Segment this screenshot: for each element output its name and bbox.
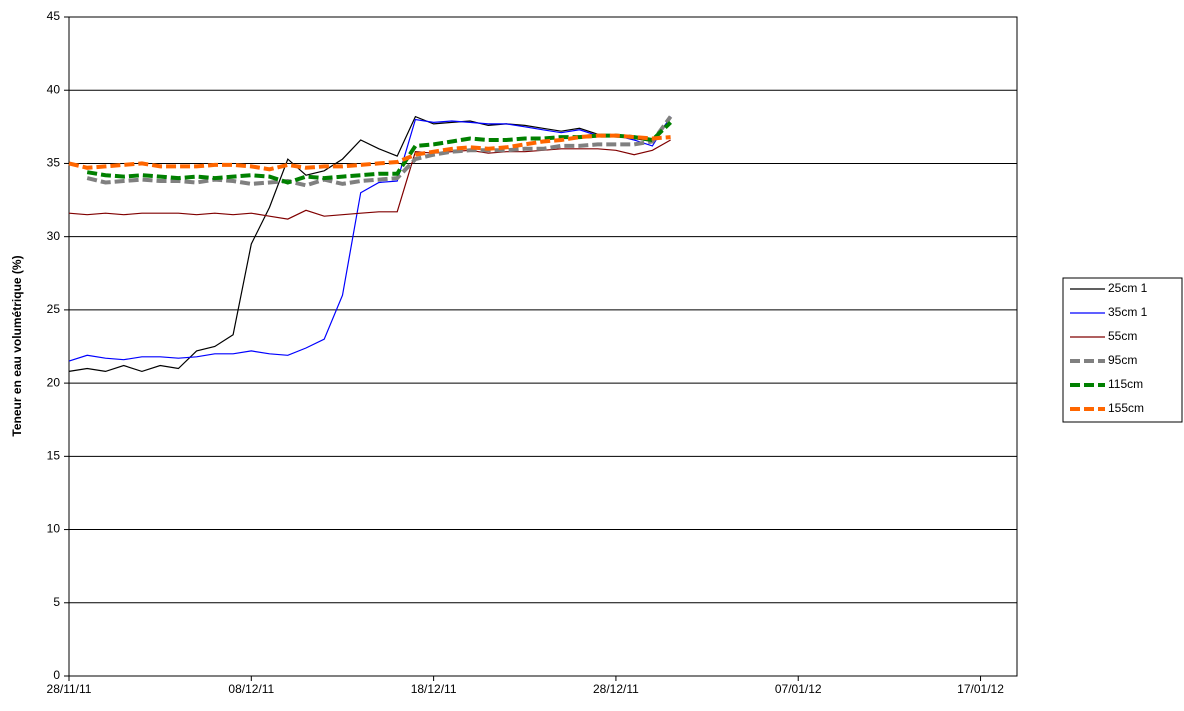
y-tick-label: 45 [47, 9, 61, 23]
series-line [68, 116, 672, 362]
y-tick-label: 30 [47, 229, 61, 243]
y-axis-label: Teneur en eau volumétrique (%) [10, 255, 24, 436]
x-tick-label: 28/11/11 [47, 682, 92, 696]
x-tick-label: 08/12/11 [228, 682, 274, 696]
x-tick-label: 07/01/12 [775, 682, 822, 696]
legend-label: 155cm [1108, 401, 1144, 415]
legend-label: 35cm 1 [1108, 305, 1148, 319]
x-tick-label: 17/01/12 [957, 682, 1004, 696]
y-tick-label: 40 [47, 82, 61, 96]
legend-label: 55cm [1108, 329, 1137, 343]
y-tick-label: 0 [53, 668, 60, 682]
y-tick-label: 5 [53, 595, 60, 609]
series-line [68, 139, 671, 220]
y-tick-label: 20 [47, 375, 61, 389]
series-line [86, 115, 673, 188]
y-tick-label: 25 [47, 302, 61, 316]
series-line [68, 133, 671, 172]
x-tick-label: 18/12/11 [411, 682, 457, 696]
series-line [68, 115, 672, 373]
x-tick-label: 28/12/11 [593, 682, 639, 696]
y-tick-label: 10 [47, 522, 61, 536]
plot-frame [68, 16, 1018, 677]
legend-label: 95cm [1108, 353, 1137, 367]
legend-label: 115cm [1108, 377, 1143, 391]
y-tick-label: 35 [47, 156, 61, 170]
legend-label: 25cm 1 [1108, 281, 1148, 295]
legend-box [1062, 277, 1183, 423]
y-tick-label: 15 [47, 449, 61, 463]
